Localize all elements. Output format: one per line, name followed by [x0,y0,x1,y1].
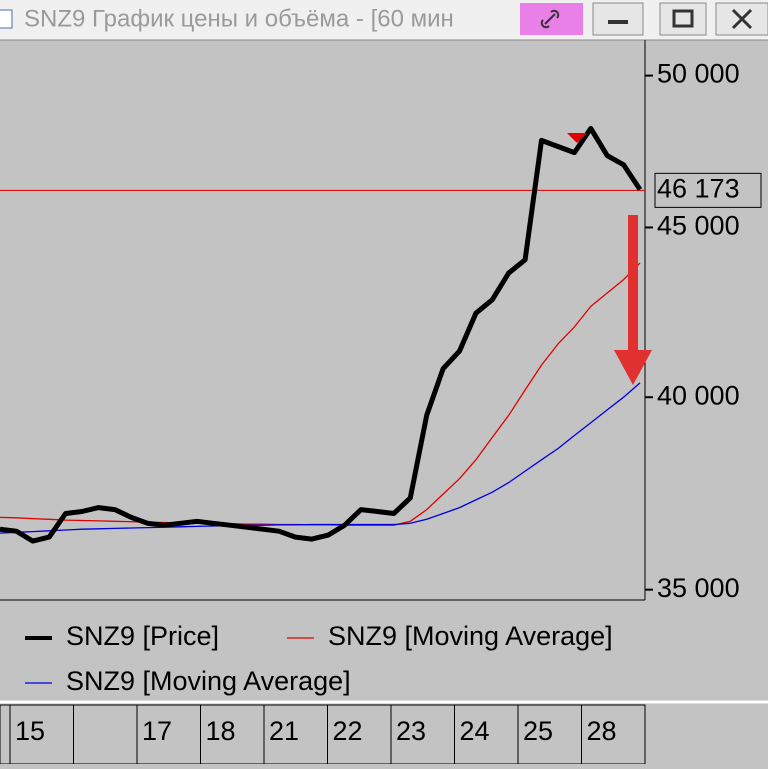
close-icon [731,8,753,30]
link-icon [540,9,560,29]
legend-label: SNZ9 [Moving Average] [66,666,351,696]
series-line [0,382,641,534]
x-tick-label: 28 [587,716,617,746]
y-tick-label: 50 000 [657,59,740,89]
series-line [0,262,641,526]
x-tick-label: 24 [460,716,490,746]
x-tick-label: 21 [269,716,299,746]
last-price-box [654,172,762,208]
last-price-label: 46 173 [657,173,740,203]
x-tick-label: 17 [142,716,172,746]
y-tick-label: 40 000 [657,380,740,410]
maximize-icon [672,9,694,28]
series-line [0,125,643,544]
link-button[interactable] [520,3,583,35]
x-tick-label: 15 [15,716,45,746]
minimize-button[interactable] [592,2,644,36]
legend-label: SNZ9 [Moving Average] [328,621,613,651]
x-tick-label: 25 [523,716,553,746]
arrow-head [614,350,652,385]
window-title: SNZ9 График цены и объёма - [60 мин [24,5,454,32]
x-tick-label: 23 [396,716,426,746]
maximize-button[interactable] [659,2,707,36]
legend-label: SNZ9 [Price] [66,621,219,651]
y-tick-label: 35 000 [657,573,740,603]
y-tick-label: 45 000 [657,211,740,241]
window-icon [0,9,13,29]
x-axis-band [0,704,646,765]
marker [567,133,587,143]
x-tick-label: 18 [206,716,236,746]
x-tick-label: 22 [333,716,363,746]
minimize-icon [608,20,628,24]
